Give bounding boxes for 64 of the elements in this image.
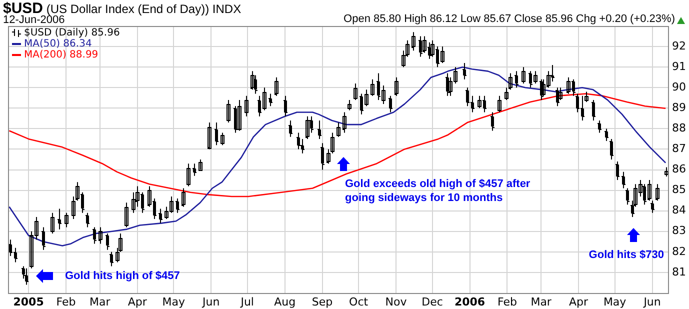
candlestick (238, 99, 242, 132)
y-tick-label: 89 (672, 101, 686, 114)
x-tick-label: Nov (385, 295, 408, 308)
y-tick-label: 84 (672, 204, 686, 217)
x-tick-label: 2005 (13, 295, 44, 308)
x-tick-label: Dec (422, 295, 443, 308)
annotation: Gold exceeds old high of $457 after going sideways for 10 months (345, 178, 531, 204)
candlestick (274, 76, 278, 96)
x-tick-label: Jul (240, 295, 254, 308)
x-tick-label: Apr (128, 295, 148, 308)
x-tick-label: Mar (89, 295, 111, 308)
y-tick-label: 87 (672, 142, 686, 156)
candlestick (522, 66, 526, 84)
candlestick (198, 159, 202, 171)
x-tick-label: Sep (312, 295, 333, 308)
candlestick (412, 32, 416, 52)
candlestick (342, 112, 346, 134)
y-tick-label: 86 (672, 162, 686, 176)
candlestick (220, 132, 224, 146)
x-tick-label: Feb (56, 295, 76, 308)
candlestick (336, 122, 340, 138)
y-tick-label: 81 (672, 265, 686, 278)
x-tick-label: Oct (349, 295, 369, 308)
legend-label: $USD (Daily) 85.96 (24, 28, 120, 39)
candlestick (226, 99, 230, 124)
candlestick (50, 212, 54, 234)
y-tick-label: 83 (672, 224, 686, 238)
candlestick (354, 83, 358, 100)
candlestick (664, 166, 668, 178)
y-tick-label: 82 (672, 244, 686, 258)
x-tick-label: May (603, 295, 627, 308)
candlestick (64, 212, 68, 228)
legend-label: MA(200) 88.99 (24, 50, 98, 61)
chart-subtitle: 12-Jun-2006 (3, 14, 65, 26)
candlestick (244, 95, 248, 117)
candlestick (98, 226, 102, 244)
x-tick-label: May (162, 295, 186, 308)
candlestick (182, 188, 186, 208)
y-tick-label: 90 (672, 80, 686, 94)
candlestick (208, 122, 212, 150)
annotation: Gold hits $730 (588, 249, 664, 262)
x-tick-label: 2006 (454, 295, 486, 308)
y-tick-label: 92 (672, 39, 686, 52)
y-tick-label: 88 (672, 122, 686, 135)
text: Open 85.80 High 86.12 Low 85.67 Close 85.96 Chg +0.20 (+0.23%) (344, 13, 675, 25)
candlestick (124, 202, 128, 228)
candlestick (498, 95, 502, 113)
legend-label: MA(50) 86.34 (24, 38, 92, 50)
x-tick-label: Aug (274, 295, 296, 308)
y-tick-label: 91 (672, 60, 686, 73)
candlestick (250, 70, 254, 90)
candlestick (394, 76, 398, 96)
x-tick-label: Jun (201, 295, 220, 308)
x-tick-label: Mar (530, 295, 552, 308)
candlestick (656, 184, 660, 202)
candlestick (348, 99, 352, 111)
candlestick (370, 78, 374, 96)
candlestick (306, 116, 310, 140)
x-tick-label: Feb (497, 295, 517, 308)
y-tick-label: 85 (672, 183, 686, 196)
x-tick-label: Jun (642, 295, 661, 308)
candlestick (186, 163, 190, 187)
annotation: Gold hits high of $457 (65, 270, 180, 282)
x-tick-label: Apr (569, 295, 589, 308)
